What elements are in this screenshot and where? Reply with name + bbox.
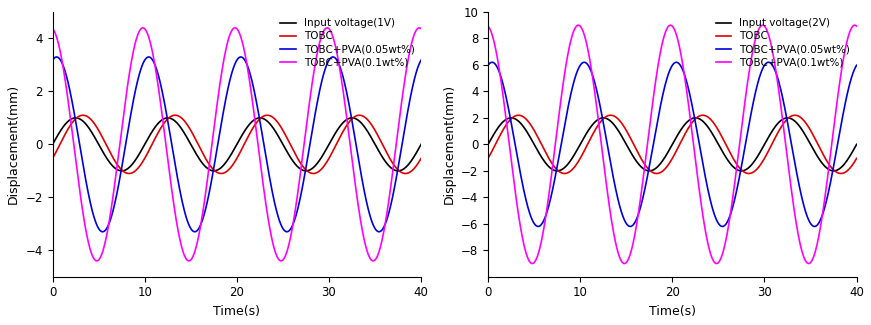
TOBC: [262, 113, 273, 117]
TOBC+PVA(0.1wt%): [483, 24, 493, 28]
Input voltage(1V): [206, 168, 216, 172]
Line: Input voltage(2V): Input voltage(2V): [488, 118, 856, 171]
TOBC: [405, 170, 415, 174]
Input voltage(2V): [851, 142, 861, 146]
TOBC: [387, 160, 397, 163]
Legend: Input voltage(1V), TOBC, TOBC+PVA(0.05wt%), TOBC+PVA(0.1wt%): Input voltage(1V), TOBC, TOBC+PVA(0.05wt…: [276, 14, 419, 72]
TOBC: [652, 172, 662, 176]
TOBC+PVA(0.1wt%): [822, 179, 833, 183]
TOBC+PVA(0.1wt%): [206, 154, 216, 158]
TOBC+PVA(0.1wt%): [841, 46, 851, 50]
Y-axis label: Displacement(mm): Displacement(mm): [7, 84, 20, 204]
Input voltage(2V): [658, 158, 669, 162]
TOBC+PVA(0.1wt%): [230, 26, 240, 30]
TOBC: [841, 170, 851, 174]
Line: TOBC: TOBC: [52, 115, 421, 174]
TOBC: [822, 160, 833, 163]
Input voltage(1V): [405, 161, 415, 164]
TOBC+PVA(0.1wt%): [223, 40, 233, 44]
TOBC+PVA(0.05wt%): [533, 225, 544, 228]
TOBC+PVA(0.05wt%): [851, 63, 861, 67]
Input voltage(1V): [47, 142, 57, 146]
Input voltage(2V): [483, 142, 493, 146]
Input voltage(2V): [751, 157, 761, 161]
Input voltage(2V): [828, 169, 839, 173]
TOBC+PVA(0.05wt%): [483, 63, 493, 67]
Input voltage(1V): [415, 142, 426, 146]
TOBC+PVA(0.1wt%): [638, 178, 648, 182]
TOBC+PVA(0.05wt%): [487, 60, 497, 64]
Line: TOBC+PVA(0.05wt%): TOBC+PVA(0.05wt%): [488, 62, 856, 227]
TOBC+PVA(0.05wt%): [206, 184, 216, 188]
TOBC+PVA(0.1wt%): [47, 27, 57, 31]
TOBC+PVA(0.1wt%): [619, 262, 630, 266]
Input voltage(2V): [841, 161, 851, 164]
Input voltage(1V): [71, 116, 81, 120]
Input voltage(1V): [393, 169, 403, 173]
TOBC+PVA(0.1wt%): [415, 27, 426, 31]
TOBC+PVA(0.1wt%): [665, 23, 676, 27]
TOBC+PVA(0.05wt%): [223, 87, 233, 91]
TOBC+PVA(0.05wt%): [415, 58, 426, 62]
TOBC: [216, 172, 226, 176]
Input voltage(2V): [822, 166, 833, 170]
TOBC: [698, 113, 708, 117]
Legend: Input voltage(2V), TOBC, TOBC+PVA(0.05wt%), TOBC+PVA(0.1wt%): Input voltage(2V), TOBC, TOBC+PVA(0.05wt…: [712, 14, 854, 72]
TOBC: [751, 168, 761, 172]
TOBC: [206, 164, 216, 168]
TOBC+PVA(0.05wt%): [638, 195, 648, 199]
TOBC: [223, 169, 233, 173]
Input voltage(2V): [506, 116, 517, 120]
TOBC+PVA(0.05wt%): [751, 88, 761, 92]
TOBC: [641, 164, 652, 168]
Line: Input voltage(1V): Input voltage(1V): [52, 118, 421, 171]
TOBC: [202, 160, 213, 163]
Input voltage(2V): [641, 168, 652, 172]
X-axis label: Time(s): Time(s): [213, 305, 260, 318]
Input voltage(2V): [638, 166, 648, 170]
TOBC: [483, 156, 493, 160]
TOBC: [47, 156, 57, 160]
TOBC+PVA(0.1wt%): [641, 154, 652, 158]
TOBC: [415, 156, 426, 160]
TOBC+PVA(0.05wt%): [822, 196, 833, 200]
TOBC+PVA(0.1wt%): [315, 37, 326, 41]
TOBC+PVA(0.1wt%): [751, 35, 761, 39]
TOBC+PVA(0.1wt%): [405, 48, 415, 52]
TOBC+PVA(0.05wt%): [98, 230, 108, 234]
TOBC+PVA(0.1wt%): [851, 24, 861, 28]
Line: TOBC: TOBC: [488, 115, 856, 174]
Line: TOBC+PVA(0.1wt%): TOBC+PVA(0.1wt%): [488, 25, 856, 264]
Line: TOBC+PVA(0.05wt%): TOBC+PVA(0.05wt%): [52, 57, 421, 232]
Input voltage(1V): [315, 157, 326, 161]
Input voltage(1V): [202, 166, 213, 170]
TOBC+PVA(0.1wt%): [658, 37, 669, 41]
Input voltage(1V): [223, 158, 233, 162]
TOBC: [658, 169, 669, 173]
TOBC+PVA(0.05wt%): [658, 90, 669, 94]
TOBC+PVA(0.05wt%): [641, 181, 652, 185]
TOBC+PVA(0.1wt%): [202, 177, 213, 181]
TOBC+PVA(0.1wt%): [184, 259, 194, 263]
TOBC+PVA(0.05wt%): [315, 85, 326, 89]
TOBC+PVA(0.05wt%): [51, 55, 62, 59]
TOBC+PVA(0.05wt%): [47, 58, 57, 62]
Input voltage(1V): [387, 166, 397, 170]
TOBC: [638, 160, 648, 163]
TOBC: [851, 156, 861, 160]
X-axis label: Time(s): Time(s): [649, 305, 696, 318]
TOBC+PVA(0.05wt%): [841, 100, 851, 104]
TOBC+PVA(0.05wt%): [405, 98, 415, 101]
Y-axis label: Displacement(mm): Displacement(mm): [442, 84, 456, 204]
TOBC+PVA(0.1wt%): [387, 178, 397, 182]
Line: TOBC+PVA(0.1wt%): TOBC+PVA(0.1wt%): [52, 28, 421, 261]
TOBC+PVA(0.05wt%): [202, 198, 213, 202]
TOBC+PVA(0.05wt%): [387, 200, 397, 203]
TOBC: [315, 168, 326, 172]
